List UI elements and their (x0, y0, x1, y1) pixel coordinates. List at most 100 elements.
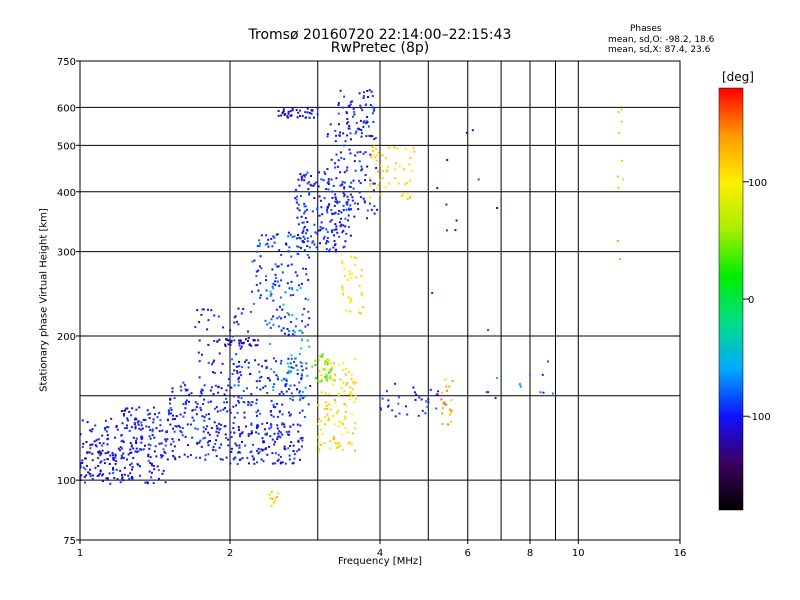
data-point (334, 223, 337, 226)
data-point (294, 188, 297, 191)
data-point (346, 195, 349, 198)
data-point (347, 121, 350, 124)
data-point (243, 416, 246, 419)
data-point (234, 456, 237, 459)
data-point (175, 415, 178, 417)
data-point (353, 110, 356, 113)
data-point (290, 263, 293, 266)
data-point (362, 306, 365, 309)
data-point (186, 423, 189, 426)
data-point (306, 237, 309, 240)
data-point (230, 386, 233, 389)
data-point (322, 367, 325, 370)
data-point (213, 372, 216, 374)
data-point (320, 420, 323, 422)
data-point (362, 97, 365, 99)
data-point (236, 372, 239, 374)
data-point (164, 444, 167, 447)
data-point (87, 471, 90, 474)
data-point (381, 397, 384, 400)
data-point (146, 409, 149, 412)
data-point (107, 426, 110, 429)
data-point (301, 445, 303, 448)
data-point (339, 131, 342, 134)
data-point (245, 387, 248, 390)
data-point (339, 221, 341, 224)
data-point (233, 384, 236, 387)
data-point (159, 419, 162, 422)
data-point (207, 344, 210, 346)
data-point (219, 458, 222, 461)
data-point (279, 436, 282, 439)
data-point (350, 373, 353, 376)
data-point (158, 477, 160, 480)
data-point (343, 187, 346, 190)
data-point (406, 192, 409, 195)
data-point (350, 277, 353, 280)
data-point (436, 393, 439, 396)
data-point (403, 183, 406, 186)
data-point (214, 384, 217, 387)
data-point (172, 414, 174, 417)
data-point (240, 374, 243, 377)
data-point (225, 397, 227, 400)
data-point (374, 137, 377, 139)
data-point (306, 374, 309, 377)
data-point (349, 101, 352, 103)
data-point (301, 369, 304, 372)
data-point (126, 407, 129, 410)
data-point (353, 382, 355, 385)
data-point (349, 204, 352, 207)
data-point (337, 112, 340, 115)
data-point (375, 147, 378, 150)
data-point (437, 390, 440, 393)
data-point (229, 343, 232, 346)
data-point (262, 440, 265, 442)
data-point (376, 208, 379, 211)
data-point (279, 455, 282, 458)
data-point (129, 463, 132, 466)
data-point (449, 411, 452, 414)
data-point (283, 378, 286, 381)
data-point (114, 436, 117, 439)
data-point (332, 362, 335, 365)
data-point (99, 461, 102, 464)
data-point (346, 201, 349, 204)
data-point (251, 455, 254, 458)
data-point (89, 443, 92, 446)
data-point (321, 213, 324, 216)
data-point (89, 468, 91, 471)
data-point (301, 390, 304, 393)
data-point (147, 459, 150, 462)
data-point (320, 178, 323, 181)
data-point (379, 407, 382, 409)
data-point (173, 397, 176, 400)
data-point (308, 191, 311, 194)
data-point (385, 390, 388, 393)
data-point (379, 193, 382, 196)
data-point (128, 410, 131, 413)
data-point (273, 241, 276, 244)
data-point (244, 360, 246, 363)
data-point (477, 178, 480, 181)
data-point (344, 217, 347, 220)
data-point (270, 368, 273, 371)
data-point (202, 308, 205, 311)
data-point (351, 388, 354, 390)
data-point (132, 436, 135, 439)
data-point (206, 328, 209, 331)
data-point (620, 108, 623, 111)
data-point (289, 445, 292, 447)
data-point (276, 427, 279, 430)
data-point (257, 432, 260, 435)
data-point (332, 378, 334, 381)
data-point (237, 307, 240, 310)
data-point (322, 237, 325, 240)
data-point (238, 444, 241, 447)
data-point (327, 417, 330, 419)
data-point (198, 376, 201, 379)
data-point (187, 444, 190, 447)
data-point (487, 391, 490, 394)
data-point (343, 95, 346, 98)
